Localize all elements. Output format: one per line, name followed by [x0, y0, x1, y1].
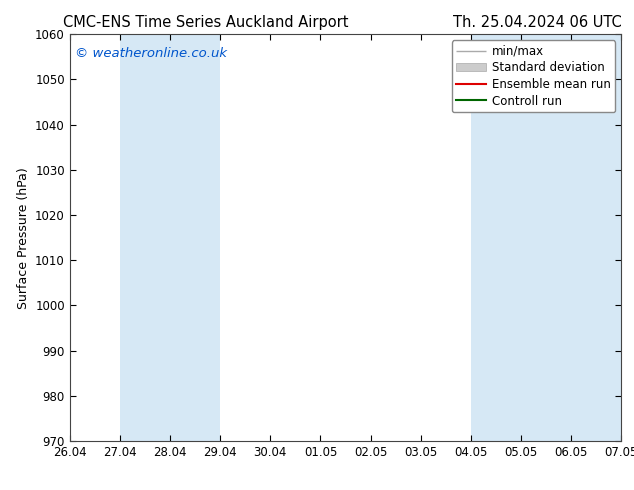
- Y-axis label: Surface Pressure (hPa): Surface Pressure (hPa): [16, 167, 30, 309]
- Bar: [571, 34, 621, 441]
- Bar: [120, 34, 220, 441]
- Text: Th. 25.04.2024 06 UTC: Th. 25.04.2024 06 UTC: [453, 15, 621, 30]
- Text: CMC-ENS Time Series Auckland Airport: CMC-ENS Time Series Auckland Airport: [63, 15, 349, 30]
- Legend: min/max, Standard deviation, Ensemble mean run, Controll run: min/max, Standard deviation, Ensemble me…: [451, 40, 616, 112]
- Bar: [471, 34, 571, 441]
- Text: © weatheronline.co.uk: © weatheronline.co.uk: [75, 47, 227, 59]
